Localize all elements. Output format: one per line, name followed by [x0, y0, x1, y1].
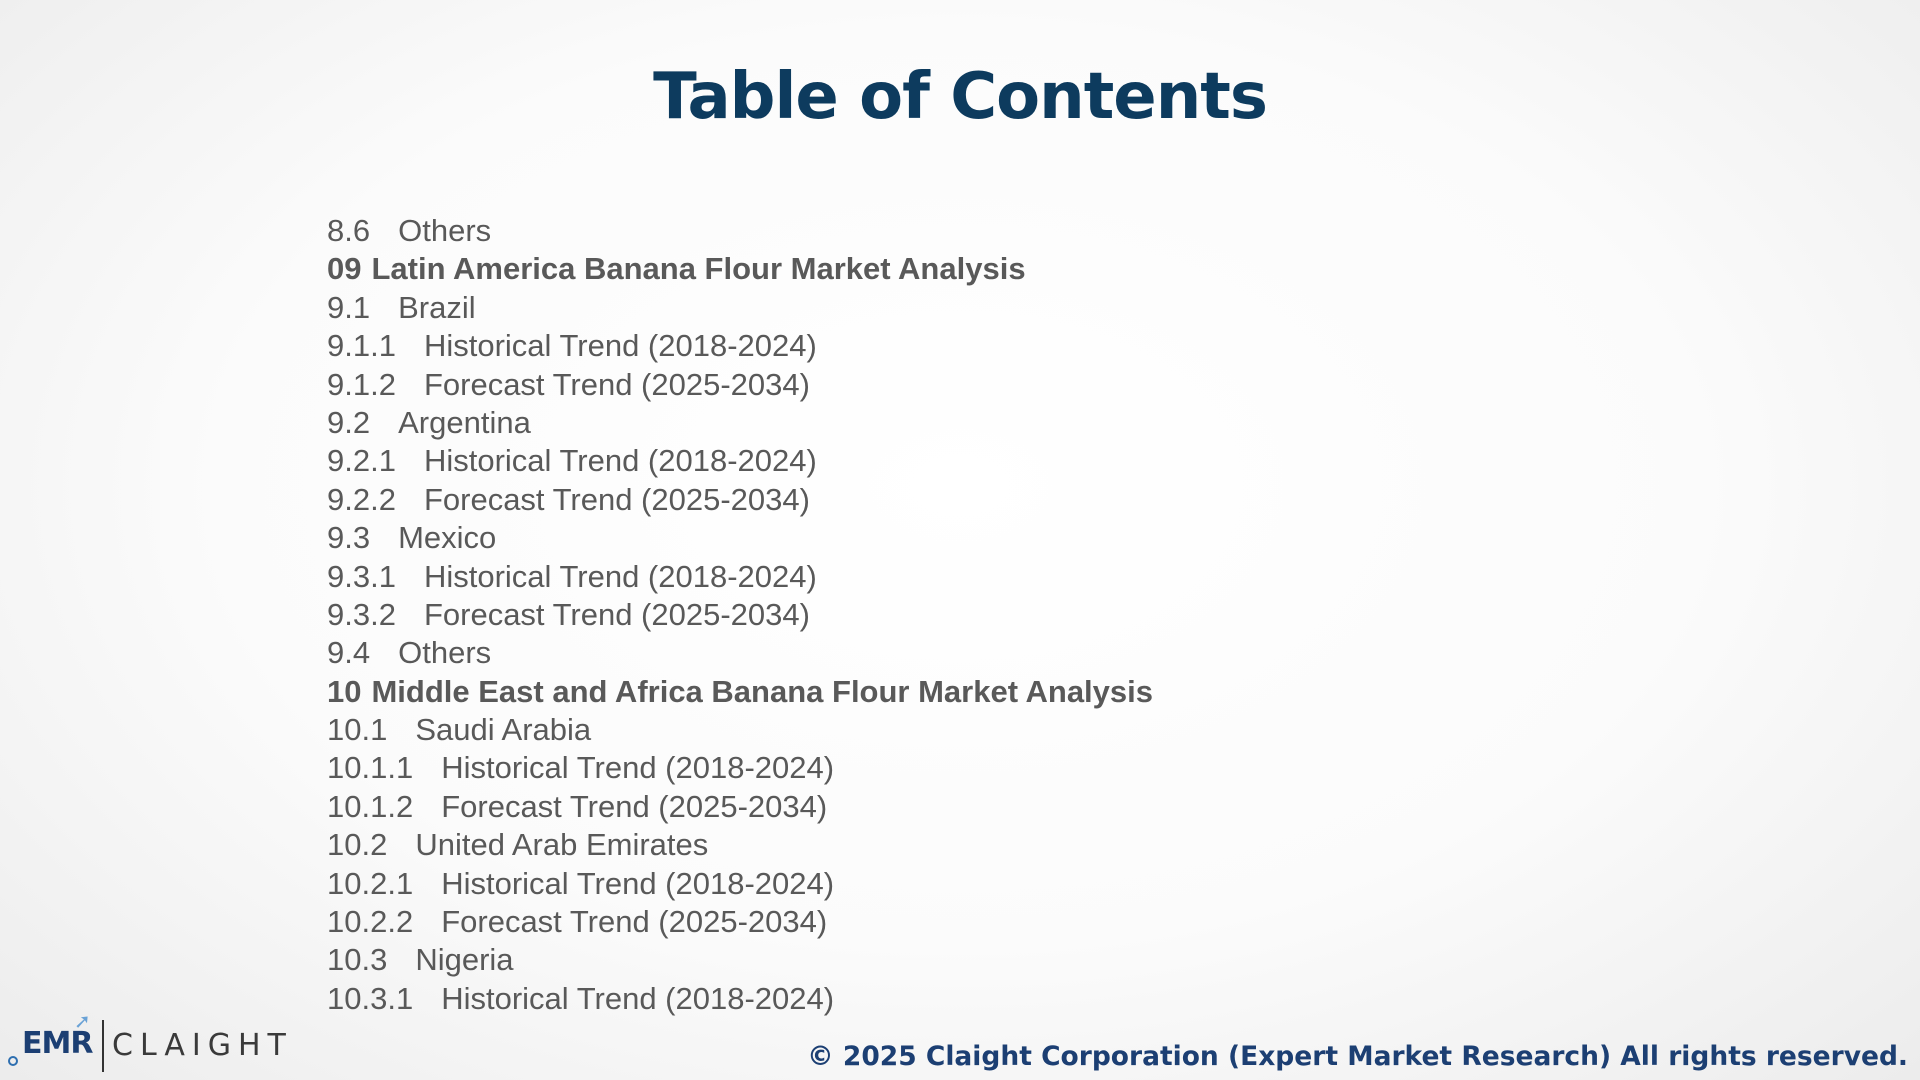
toc-entry: 9.1.1 Historical Trend (2018-2024): [327, 327, 1153, 365]
toc-entry: 8.6 Others: [327, 212, 1153, 250]
copyright-notice: © 2025 Claight Corporation (Expert Marke…: [807, 1041, 1908, 1072]
toc-section-heading: 09 Latin America Banana Flour Market Anal…: [327, 250, 1153, 288]
toc-entry-label: Historical Trend (2018-2024): [441, 980, 835, 1016]
toc-entry: 10.1 Saudi Arabia: [327, 711, 1153, 749]
toc-entry-number: 09: [327, 251, 362, 287]
toc-entry-number: 9.1.2: [327, 366, 396, 402]
toc-entry-label: Others: [398, 635, 492, 671]
toc-entry-number: 9.3: [327, 520, 371, 556]
toc-entry-number: 9.2: [327, 404, 371, 440]
toc-entry-number: 10.2: [327, 827, 388, 863]
toc-entry-number: 8.6: [327, 213, 371, 248]
toc-list: 8.6 Others 09 Latin America Banana Flour Ma…: [327, 212, 1153, 1018]
toc-entry: 9.2 Argentina: [327, 404, 1153, 442]
toc-entry-number: 10: [327, 673, 362, 709]
toc-entry-number: 9.3.1: [327, 558, 396, 594]
toc-entry-label: Mexico: [398, 520, 497, 556]
toc-entry: 9.3 Mexico: [327, 519, 1153, 557]
toc-entry-number: 10.1: [327, 712, 388, 748]
toc-entry-label: Others: [398, 213, 492, 248]
toc-entry-number: 9.4: [327, 635, 371, 671]
toc-entry-label: Argentina: [398, 404, 531, 440]
toc-section-heading: 10 Middle East and Africa Banana Flour Ma…: [327, 673, 1153, 711]
toc-entry-number: 9.2.2: [327, 481, 396, 517]
toc-entry: 9.1 Brazil: [327, 289, 1153, 327]
toc-entry: 9.4 Others: [327, 634, 1153, 672]
toc-entry: 10.3.1 Historical Trend (2018-2024): [327, 980, 1153, 1018]
toc-entry: 9.1.2 Forecast Trend (2025-2034): [327, 366, 1153, 404]
toc-entry-label: Historical Trend (2018-2024): [441, 865, 835, 901]
logo-dot-icon: [8, 1056, 18, 1066]
toc-entry-number: 10.3: [327, 942, 388, 978]
toc-entry: 10.2 United Arab Emirates: [327, 826, 1153, 864]
upward-arrow-icon: ➚: [74, 1011, 91, 1033]
toc-entry-number: 10.3.1: [327, 980, 414, 1016]
toc-entry: 9.3.2 Forecast Trend (2025-2034): [327, 596, 1153, 634]
toc-entry-label: Nigeria: [415, 942, 514, 978]
toc-entry: 10.1.2 Forecast Trend (2025-2034): [327, 788, 1153, 826]
toc-entry-label: Forecast Trend (2025-2034): [441, 788, 828, 824]
toc-entry-label: Brazil: [398, 289, 476, 325]
toc-entry-label: Forecast Trend (2025-2034): [423, 481, 810, 517]
toc-entry: 10.2.1 Historical Trend (2018-2024): [327, 865, 1153, 903]
toc-entry: 10.2.2 Forecast Trend (2025-2034): [327, 903, 1153, 941]
toc-entry-label: Historical Trend (2018-2024): [423, 558, 817, 594]
toc-entry-number: 9.1: [327, 289, 371, 325]
toc-entry-number: 9.1.1: [327, 328, 396, 364]
toc-entry: 10.1.1 Historical Trend (2018-2024): [327, 749, 1153, 787]
toc-entry-number: 10.2.1: [327, 865, 414, 901]
toc-entry: 9.2.2 Forecast Trend (2025-2034): [327, 481, 1153, 519]
toc-entry: 9.3.1 Historical Trend (2018-2024): [327, 558, 1153, 596]
toc-entry: 9.2.1 Historical Trend (2018-2024): [327, 442, 1153, 480]
toc-entry-number: 10.2.2: [327, 904, 414, 940]
toc-entry-label: Saudi Arabia: [415, 712, 592, 748]
toc-entry-label: United Arab Emirates: [415, 827, 709, 863]
logo-emr-text: EMR: [22, 1026, 93, 1061]
toc-entry-label: Historical Trend (2018-2024): [423, 328, 817, 364]
toc-entry-number: 9.2.1: [327, 443, 396, 479]
toc-entry-label: Latin America Banana Flour Market Analys…: [371, 251, 1026, 287]
toc-entry: 10.3 Nigeria: [327, 941, 1153, 979]
toc-entry-number: 9.3.2: [327, 596, 396, 632]
toc-entry-number: 10.1.2: [327, 788, 414, 824]
page-title: Table of Contents: [653, 60, 1268, 134]
emr-claight-logo: EMR ➚ CLAIGHT: [8, 1012, 293, 1072]
toc-entry-label: Middle East and Africa Banana Flour Mark…: [371, 673, 1154, 709]
toc-entry-label: Historical Trend (2018-2024): [441, 750, 835, 786]
logo-claight-text: CLAIGHT: [112, 1028, 293, 1063]
toc-entry-label: Forecast Trend (2025-2034): [423, 366, 810, 402]
toc-entry-label: Historical Trend (2018-2024): [423, 443, 817, 479]
toc-entry-number: 10.1.1: [327, 750, 414, 786]
toc-entry-label: Forecast Trend (2025-2034): [423, 596, 810, 632]
logo-divider: [102, 1020, 104, 1072]
toc-entry-label: Forecast Trend (2025-2034): [441, 904, 828, 940]
